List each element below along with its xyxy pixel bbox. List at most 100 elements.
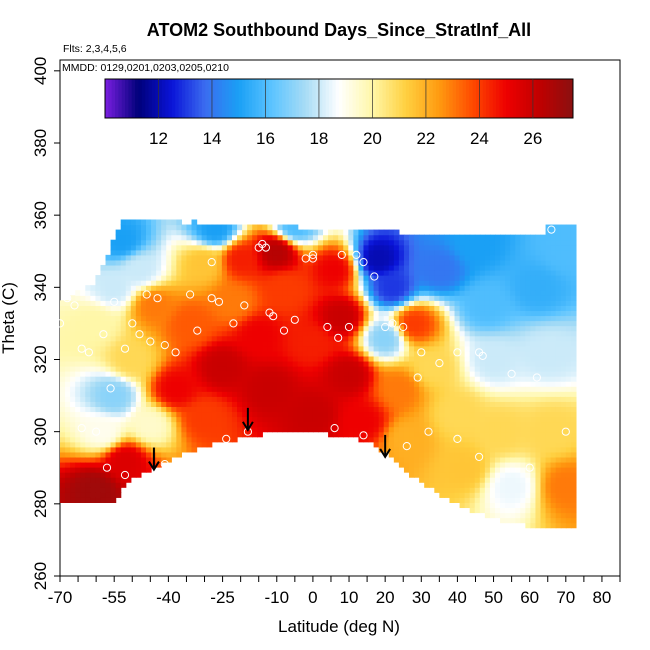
heatmap-cell xyxy=(343,406,349,413)
heatmap-cell xyxy=(343,310,349,317)
heatmap-cell xyxy=(505,325,511,332)
heatmap-cell xyxy=(328,310,334,317)
heatmap-cell xyxy=(373,406,380,413)
heatmap-cell xyxy=(550,244,557,251)
heatmap-cell xyxy=(237,345,243,352)
heatmap-cell xyxy=(181,406,188,413)
heatmap-cell xyxy=(434,431,440,438)
heatmap-cell xyxy=(454,482,461,488)
heatmap-cell xyxy=(494,396,501,402)
heatmap-cell xyxy=(550,396,557,402)
heatmap-cell xyxy=(242,345,248,352)
heatmap-cell xyxy=(125,386,132,392)
heatmap-cell xyxy=(414,254,420,261)
colorbar-swatch xyxy=(252,79,256,118)
heatmap-cell xyxy=(474,320,481,327)
heatmap-cell xyxy=(449,461,456,468)
heatmap-cell xyxy=(348,234,354,241)
heatmap-cell xyxy=(525,305,531,312)
heatmap-cell xyxy=(292,275,299,281)
heatmap-cell xyxy=(429,320,435,327)
heatmap-cell xyxy=(317,330,324,337)
heatmap-cell xyxy=(257,381,263,387)
heatmap-cell xyxy=(221,280,228,286)
heatmap-cell xyxy=(237,416,243,423)
heatmap-cell xyxy=(70,310,76,317)
heatmap-cell xyxy=(60,335,66,342)
heatmap-cell xyxy=(80,406,86,413)
heatmap-cell xyxy=(343,239,349,246)
heatmap-cell xyxy=(515,320,521,327)
heatmap-cell xyxy=(500,507,506,514)
heatmap-cell xyxy=(525,310,531,317)
heatmap-cell xyxy=(85,436,91,443)
heatmap-cell xyxy=(535,446,542,453)
heatmap-cell xyxy=(515,401,521,407)
heatmap-cell xyxy=(323,249,329,256)
heatmap-cell xyxy=(333,365,339,372)
heatmap-cell xyxy=(449,487,456,493)
heatmap-cell xyxy=(211,426,218,433)
heatmap-cell xyxy=(231,305,238,312)
heatmap-cell xyxy=(348,285,354,291)
heatmap-cell xyxy=(201,406,208,413)
heatmap-cell xyxy=(252,239,258,246)
heatmap-cell xyxy=(409,371,415,377)
heatmap-cell xyxy=(565,310,572,317)
heatmap-cell xyxy=(550,285,557,291)
heatmap-cell xyxy=(449,376,456,382)
heatmap-cell xyxy=(176,416,182,423)
heatmap-cell xyxy=(85,451,91,458)
heatmap-cell xyxy=(247,325,253,332)
heatmap-cell xyxy=(454,264,461,271)
heatmap-cell xyxy=(211,229,218,236)
heatmap-cell xyxy=(100,355,107,362)
heatmap-cell xyxy=(540,280,547,286)
heatmap-cell xyxy=(267,386,274,392)
heatmap-cell xyxy=(206,249,213,256)
heatmap-cell xyxy=(145,426,152,433)
heatmap-cell xyxy=(257,335,263,342)
heatmap-cell xyxy=(570,431,577,438)
heatmap-cell xyxy=(409,350,415,357)
heatmap-cell xyxy=(206,421,213,428)
heatmap-cell xyxy=(474,254,481,261)
heatmap-cell xyxy=(226,325,233,332)
heatmap-cell xyxy=(65,330,71,337)
heatmap-cell xyxy=(378,315,385,322)
heatmap-cell xyxy=(231,416,238,423)
heatmap-cell xyxy=(206,320,213,327)
heatmap-cell xyxy=(348,305,354,312)
heatmap-cell xyxy=(505,350,511,357)
heatmap-cell xyxy=(520,249,526,256)
heatmap-cell xyxy=(530,355,537,362)
heatmap-cell xyxy=(368,264,375,271)
heatmap-cell xyxy=(459,300,466,306)
heatmap-cell xyxy=(348,229,354,236)
heatmap-cell xyxy=(449,259,456,266)
heatmap-cell xyxy=(120,340,127,347)
heatmap-cell xyxy=(125,421,132,428)
heatmap-cell xyxy=(500,315,506,322)
heatmap-cell xyxy=(358,315,365,322)
heatmap-cell xyxy=(449,441,456,448)
heatmap-cell xyxy=(434,406,440,413)
heatmap-cell xyxy=(216,416,223,423)
heatmap-cell xyxy=(530,315,537,322)
heatmap-cell xyxy=(358,244,365,251)
heatmap-cell xyxy=(550,477,557,483)
heatmap-cell xyxy=(333,335,339,342)
heatmap-cell xyxy=(110,446,117,453)
heatmap-cell xyxy=(176,234,182,241)
heatmap-cell xyxy=(156,239,162,246)
heatmap-cell xyxy=(75,472,81,478)
colorbar-swatch xyxy=(105,79,109,118)
heatmap-cell xyxy=(85,497,91,503)
heatmap-cell xyxy=(348,310,354,317)
heatmap-cell xyxy=(550,406,557,413)
heatmap-cell xyxy=(505,295,511,301)
heatmap-cell xyxy=(505,482,511,488)
heatmap-cell xyxy=(156,275,162,281)
heatmap-cell xyxy=(454,330,461,337)
heatmap-cell xyxy=(328,320,334,327)
